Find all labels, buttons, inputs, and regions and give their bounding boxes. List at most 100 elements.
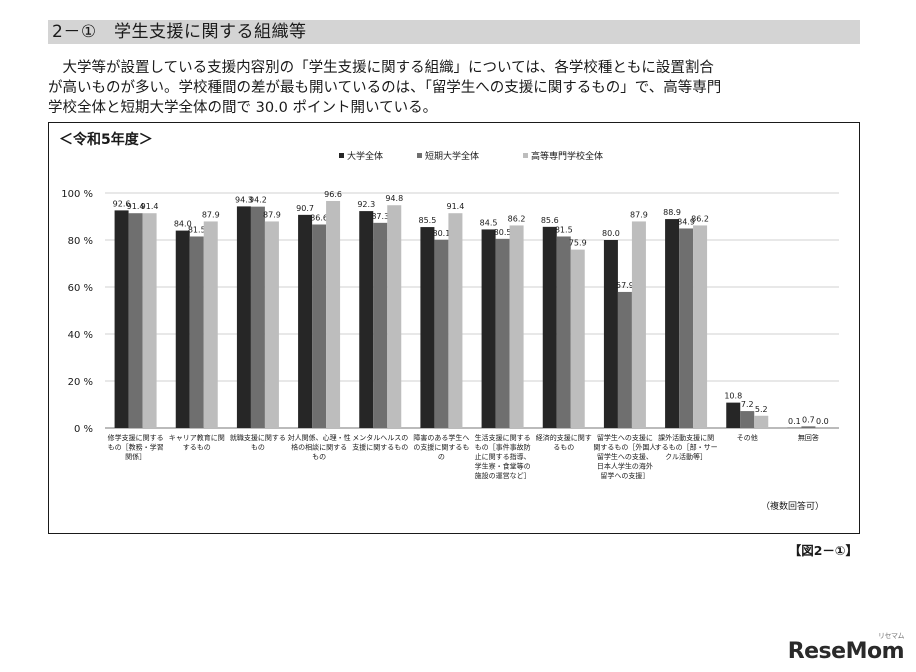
legend-swatch bbox=[417, 153, 422, 158]
bar bbox=[801, 426, 816, 428]
data-label: 94.8 bbox=[385, 194, 403, 203]
data-label: 5.2 bbox=[755, 405, 768, 414]
chart-frame: ＜令和5年度＞ 大学全体 短期大学全体 高等専門学校全体 0 % 20 % 40 % 60 … bbox=[48, 122, 860, 534]
x-tick-label: するもの［部・サー bbox=[655, 443, 718, 452]
x-tick-label: 生活支援に関する bbox=[475, 433, 531, 442]
y-tick-label: 80 % bbox=[68, 236, 93, 247]
legend-label: 高等専門学校全体 bbox=[531, 150, 603, 162]
data-label: 92.3 bbox=[357, 200, 375, 209]
y-tick-label: 20 % bbox=[68, 377, 93, 388]
data-label: 84.5 bbox=[480, 218, 498, 227]
data-label: 96.6 bbox=[324, 190, 342, 199]
x-tick-label: 格の相談に関する bbox=[291, 443, 347, 452]
x-tick-label: その他 bbox=[737, 433, 758, 442]
body-line-2: が高いものが多い。学校種間の差が最も開いているのは、「留学生への支援に関するもの… bbox=[48, 80, 722, 96]
bar bbox=[189, 236, 204, 428]
bar bbox=[665, 219, 680, 428]
body-line-1: 大学等が設置している支援内容別の「学生支援に関する組織」については、各学校種とも… bbox=[48, 60, 714, 76]
x-tick-label: もの［教務・学習 bbox=[108, 443, 164, 452]
bar bbox=[754, 415, 769, 428]
bar bbox=[509, 225, 524, 428]
data-label: 0.1 bbox=[788, 417, 801, 426]
x-tick-label: 留学への支援］ bbox=[600, 471, 649, 480]
data-label: 81.5 bbox=[188, 225, 206, 234]
x-tick-label: もの bbox=[312, 453, 326, 461]
resemom-logo-kana: リセマム bbox=[878, 632, 905, 640]
data-label: 80.0 bbox=[602, 229, 620, 238]
data-label: 0.0 bbox=[816, 417, 829, 426]
data-label: 85.6 bbox=[541, 216, 559, 225]
legend-label: 大学全体 bbox=[347, 150, 383, 162]
data-label: 91.4 bbox=[447, 202, 465, 211]
data-label: 86.2 bbox=[691, 214, 709, 223]
data-label: 88.9 bbox=[663, 208, 681, 217]
x-tick-label: 留学生への支援、 bbox=[597, 452, 653, 461]
bar bbox=[726, 402, 741, 428]
bar bbox=[495, 238, 510, 428]
resemom-logo-text: ReseMom bbox=[787, 639, 905, 664]
data-label: 86.2 bbox=[508, 214, 526, 223]
x-tick-label: メンタルヘルスの bbox=[352, 433, 408, 442]
x-tick-label: 止に関する指導、 bbox=[475, 452, 531, 461]
data-label: 91.4 bbox=[127, 202, 145, 211]
data-label: 84.0 bbox=[174, 220, 192, 229]
data-label: 90.7 bbox=[296, 204, 314, 213]
data-label: 86.6 bbox=[310, 213, 328, 222]
x-tick-label: 障害のある学生へ bbox=[413, 433, 469, 442]
bar bbox=[481, 229, 496, 428]
data-label: 87.9 bbox=[202, 210, 220, 219]
data-label: 57.9 bbox=[616, 281, 634, 290]
bar bbox=[298, 214, 313, 428]
x-tick-label: 修学支援に関する bbox=[108, 433, 164, 442]
y-tick-label: 100 % bbox=[61, 189, 93, 200]
x-tick-label: 施設の運営など］ bbox=[475, 471, 531, 480]
bar bbox=[631, 221, 646, 428]
section-title: 2－① 学生支援に関する組織等 bbox=[52, 22, 307, 42]
bar bbox=[603, 240, 618, 428]
x-tick-label: もの［事件事故防 bbox=[475, 443, 531, 452]
x-tick-label: 経済的支援に関す bbox=[536, 433, 592, 442]
bar bbox=[264, 221, 279, 428]
resemom-logo: リセマム ReseMom bbox=[787, 632, 905, 664]
bar bbox=[359, 211, 374, 428]
x-tick-label: 対人関係、心理・性 bbox=[288, 433, 351, 442]
data-label: 10.8 bbox=[724, 392, 742, 401]
bar bbox=[373, 222, 388, 428]
x-tick-label: 課外活動支援に関 bbox=[658, 433, 714, 442]
data-label: 92.6 bbox=[113, 199, 131, 208]
data-label: 87.9 bbox=[630, 210, 648, 219]
x-tick-label: の bbox=[438, 453, 445, 461]
y-tick-label: 40 % bbox=[68, 330, 93, 341]
x-tick-label: キャリア教育に関 bbox=[169, 433, 225, 442]
x-tick-label: 支援に関するもの bbox=[352, 443, 408, 452]
data-label: 75.9 bbox=[569, 239, 587, 248]
data-label: 94.3 bbox=[235, 195, 253, 204]
bar bbox=[420, 227, 435, 428]
bar bbox=[387, 205, 402, 428]
bar bbox=[326, 200, 341, 428]
bar bbox=[203, 221, 218, 428]
x-tick-label: 関するもの［外国人 bbox=[593, 443, 656, 452]
x-tick-label: もの bbox=[251, 444, 265, 452]
bar bbox=[142, 213, 157, 428]
x-tick-label: るもの bbox=[553, 444, 574, 452]
legend-swatch bbox=[523, 153, 528, 158]
x-tick-label: 留学生への支援に bbox=[597, 433, 653, 442]
bar bbox=[542, 226, 557, 428]
data-label: 84.9 bbox=[677, 217, 695, 226]
bar bbox=[236, 206, 251, 428]
data-label: 87.3 bbox=[371, 212, 389, 221]
bar bbox=[740, 411, 755, 428]
data-label: 7.2 bbox=[741, 400, 754, 409]
bar bbox=[250, 206, 265, 428]
body-line-3: 学校全体と短期大学全体の間で 30.0 ポイント開いている。 bbox=[48, 100, 438, 116]
data-label: 0.7 bbox=[802, 415, 815, 424]
section-header: 2－① 学生支援に関する組織等 bbox=[48, 20, 860, 44]
x-tick-label: の支援に関するも bbox=[413, 443, 469, 452]
bar bbox=[312, 224, 327, 428]
x-tick-label: 関係］ bbox=[125, 452, 146, 461]
bar-chart: 大学全体 短期大学全体 高等専門学校全体 0 % 20 % 40 % 60 % 80 % 100… bbox=[61, 150, 839, 512]
data-label: 85.5 bbox=[419, 216, 437, 225]
figure-caption: 【図2－①】 bbox=[788, 543, 858, 558]
x-tick-label: するもの bbox=[183, 444, 211, 452]
